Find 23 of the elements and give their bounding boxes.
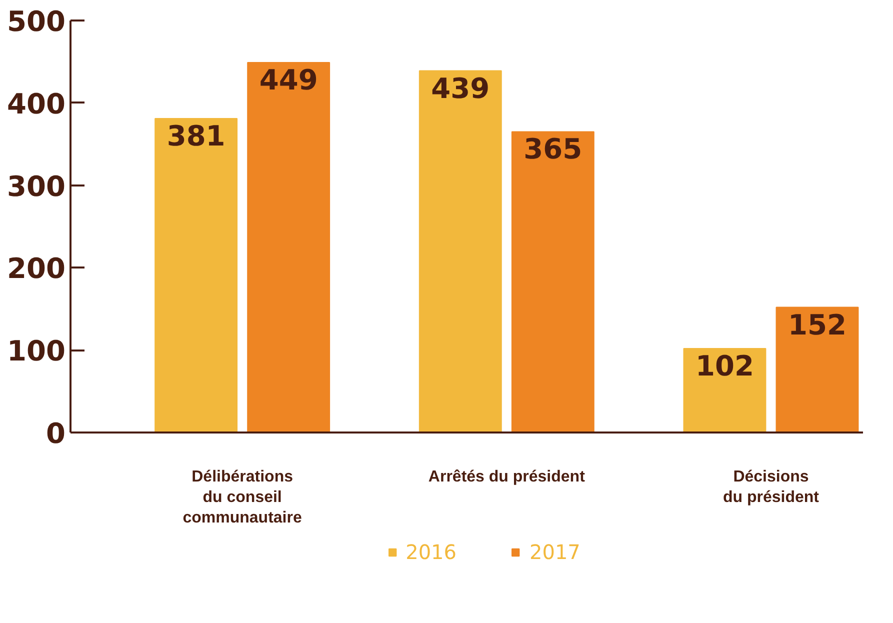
y-tick-label: 500 [7, 5, 66, 38]
data-label: 381 [166, 120, 226, 153]
data-label: 152 [788, 308, 846, 342]
bar [418, 70, 502, 432]
data-label: 439 [431, 72, 490, 105]
y-tick-label: 200 [7, 252, 66, 286]
bar [683, 348, 766, 432]
y-tick-label: 300 [7, 170, 66, 203]
y-tick-label: 100 [7, 334, 66, 368]
data-label: 365 [524, 132, 582, 166]
x-tick-label: Délibérations du conseil communautaire [182, 468, 302, 526]
bar [776, 306, 859, 432]
x-tick-label: Décisions du président [722, 468, 820, 506]
bar [511, 131, 594, 432]
legend-label: 2017 [530, 540, 580, 564]
bar [247, 62, 330, 432]
legend-label: 2016 [406, 540, 456, 564]
data-label: 102 [696, 349, 754, 382]
y-tick-label: 0 [46, 417, 66, 450]
x-tick-label: Arrêtés du président [428, 468, 586, 486]
y-tick-label: 400 [7, 87, 66, 120]
bar [154, 118, 238, 432]
data-label: 449 [259, 64, 318, 97]
